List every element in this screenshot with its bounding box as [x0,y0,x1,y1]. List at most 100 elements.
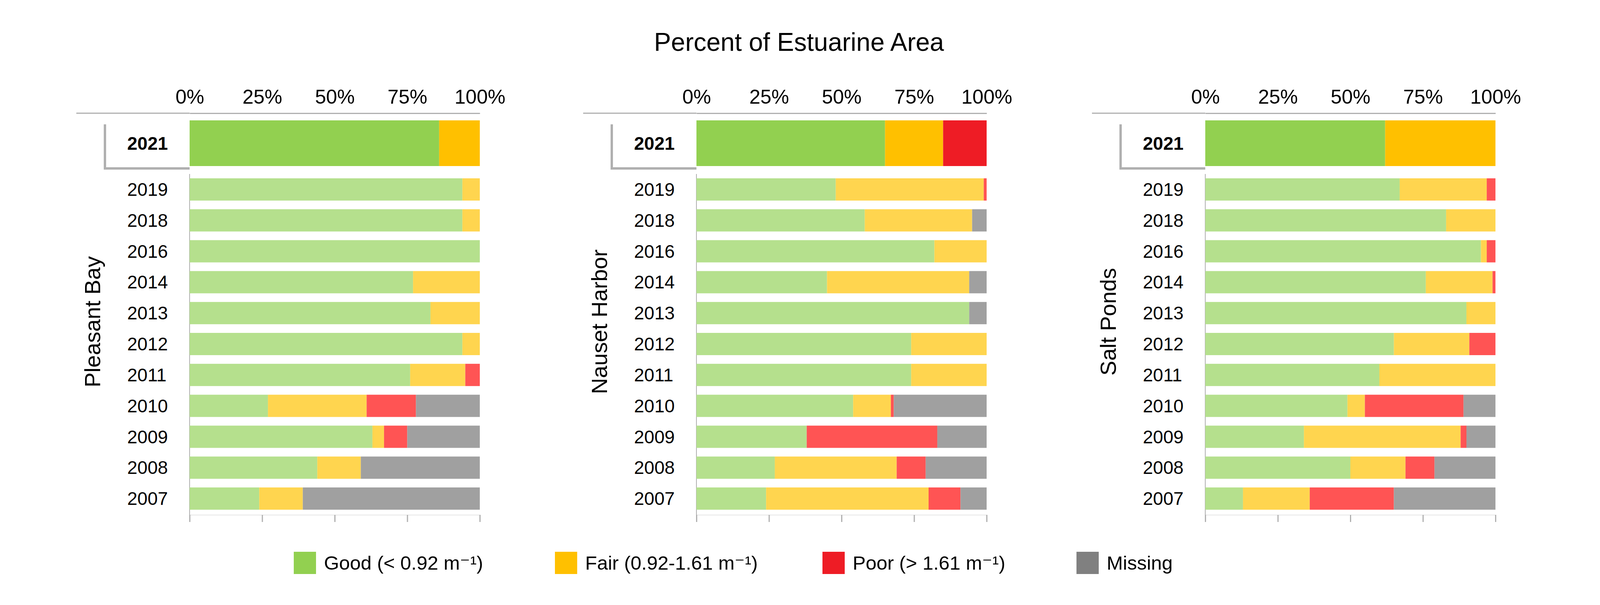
bar-segment [696,333,912,356]
bar-segment [986,240,988,263]
bar-segment [893,395,987,418]
category-label: 2008 [1142,457,1184,479]
category-label: 2011 [1142,364,1183,386]
bar-segment [1205,487,1244,511]
category-label: 2019 [127,179,168,200]
tick: 0% [175,85,204,114]
bar-segment [1486,240,1496,263]
tick-label: 100% [1470,85,1522,109]
bar-segment [1205,333,1395,356]
bar-segment [853,395,891,418]
bar-segment [259,487,303,511]
x-axis-ticks [1205,515,1496,523]
tick [407,515,408,523]
tick [262,515,263,523]
bar-segment [410,364,466,387]
tick-mark [261,515,264,523]
bar-segment [189,364,411,387]
bar-segment [1495,209,1496,232]
category-label: 2013 [634,302,675,324]
category-label: 2016 [1142,241,1184,262]
bar-segment [1463,395,1496,418]
bar-segment [986,364,988,387]
bar-segment [189,487,260,511]
bar-segment [1425,271,1493,294]
bar-segment [937,425,987,448]
tick-mark [1495,515,1497,523]
category-label: 2010 [127,395,168,417]
bar-segment [1466,302,1496,325]
bar-segment [189,209,463,232]
bar-segment [928,487,961,511]
bar-segment [479,271,481,294]
tick: 25% [749,85,790,114]
bar-segment [835,178,984,201]
category-label: 2011 [634,364,674,386]
highlight-bracket [1120,124,1206,169]
category-label: 2013 [1142,302,1184,324]
bar-segment [189,178,463,201]
tick [986,515,988,523]
bar-segment [1495,178,1496,201]
tick [1205,515,1206,523]
axis-line [1205,112,1496,115]
bar-segment [1495,120,1496,167]
tick: 75% [387,85,428,114]
tick-label: 0% [175,85,204,109]
tick-label: 0% [1190,85,1220,109]
tick-label: 25% [1258,85,1298,109]
bar-segment [911,333,987,356]
tick-mark [986,515,988,523]
bar-segment [864,209,972,232]
bar-segment [1303,425,1461,448]
category-label: 2007 [634,488,675,510]
axis-line [190,112,481,115]
bar-segment [189,395,268,418]
category-label: 2009 [634,426,675,448]
bar-segment [1495,302,1496,325]
legend-item: Fair (0.92-1.61 m⁻¹) [554,552,758,575]
tick [1423,515,1424,523]
bar-segment [407,425,481,448]
bar-segment [1394,487,1496,511]
category-label: 2021 [634,133,675,154]
category-label: 2016 [127,241,168,262]
highlight-bracket [104,124,190,169]
category-label: 2018 [1142,210,1184,231]
bar-segment [413,271,480,294]
bar-segment [462,209,480,232]
x-axis: 0%25%50%75%100% [682,85,1013,114]
bar-segment [1405,456,1435,480]
bar-segment [479,364,481,387]
title: Percent of Estuarine Area [653,27,945,57]
bar-segment [479,178,481,201]
bar-segment [479,209,481,232]
category-label: 2011 [127,364,167,386]
bars [1205,120,1496,511]
bar-segment [986,333,988,356]
bar-segment [696,456,775,480]
bars [189,120,480,511]
tick: 0% [682,85,711,114]
bar-segment [479,240,481,263]
tick: 100% [961,85,1013,114]
category-label: 2010 [1142,395,1184,417]
category-label: 2007 [1142,488,1184,510]
bar-segment [925,456,987,480]
category-label: 2013 [127,302,168,324]
tick-label: 75% [387,85,428,109]
legend-swatch [1076,552,1099,575]
bar-segment [972,209,988,232]
bar-segment [1495,240,1496,263]
tick-mark [334,515,336,523]
bar-segment [960,487,987,511]
bar-segment [1469,333,1496,356]
bar-segment [1205,302,1467,325]
bar-segment [896,456,926,480]
bar-segment [1495,271,1496,294]
tick-mark [1204,515,1207,523]
tick-label: 75% [894,85,935,109]
bar-segment [189,271,414,294]
bar-segment [189,456,318,480]
bar-segment [1205,271,1426,294]
